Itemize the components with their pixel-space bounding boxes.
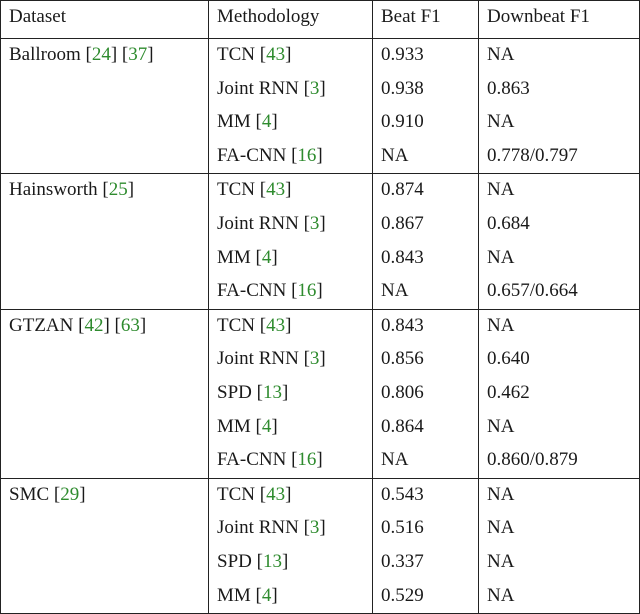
table-row: Joint RNN [3] 0.867 0.684: [1, 207, 640, 242]
downbeat-f1-cell: NA: [478, 410, 640, 445]
methodology-cell: Joint RNN [3]: [208, 343, 373, 377]
downbeat-f1-cell: NA: [478, 579, 640, 614]
table-row: Joint RNN [3] 0.938 0.863: [1, 72, 640, 107]
beat-f1-cell: NA: [372, 139, 479, 175]
beat-f1-cell: 0.910: [372, 106, 479, 140]
table-row: SMC [29] TCN [43] 0.543 NA: [0, 477, 640, 614]
column-header: Methodology: [208, 0, 373, 39]
downbeat-f1-cell: NA: [478, 477, 640, 513]
beat-f1-cell: 0.867: [372, 207, 479, 242]
downbeat-f1-cell: NA: [478, 241, 640, 276]
methodology-cell: SPD [13]: [208, 545, 373, 580]
beat-f1-cell: 0.933: [372, 37, 479, 73]
table-row: SPD [13] 0.337 NA: [1, 545, 640, 580]
dataset-cell: Ballroom [24] [37]: [0, 37, 209, 175]
dataset-cell: SMC [29]: [0, 477, 209, 614]
table-row: FA-CNN [16] NA 0.657/0.664: [1, 275, 640, 310]
table-row: Hainsworth [25] TCN [43] 0.874 NA: [0, 173, 640, 310]
table-body: Ballroom [24] [37] TCN [43] 0.933 NA Joint R…: [0, 37, 640, 614]
methodology-cell: Joint RNN [3]: [208, 512, 373, 546]
downbeat-f1-cell: 0.863: [478, 72, 640, 107]
methodology-cell: TCN [43]: [208, 37, 373, 73]
beat-f1-cell: 0.938: [372, 72, 479, 107]
methodology-cell: Joint RNN [3]: [208, 72, 373, 107]
table-row: FA-CNN [16] NA 0.778/0.797: [1, 139, 640, 175]
beat-f1-cell: 0.843: [372, 308, 479, 344]
downbeat-f1-cell: NA: [478, 106, 640, 140]
beat-f1-cell: NA: [372, 444, 479, 479]
methodology-cell: TCN [43]: [208, 308, 373, 344]
table-row: MM [4] 0.529 NA: [1, 579, 640, 614]
dataset-cell: GTZAN [42] [63]: [0, 308, 209, 479]
column-header: Beat F1: [372, 0, 479, 39]
table-row: MM [4] 0.910 NA: [1, 106, 640, 140]
methodology-cell: MM [4]: [208, 410, 373, 445]
methodology-cell: TCN [43]: [208, 477, 373, 513]
downbeat-f1-cell: NA: [478, 37, 640, 73]
table-row: SPD [13] 0.806 0.462: [1, 376, 640, 411]
downbeat-f1-cell: 0.462: [478, 376, 640, 411]
methodology-cell: SPD [13]: [208, 376, 373, 411]
beat-f1-cell: 0.864: [372, 410, 479, 445]
downbeat-f1-cell: 0.657/0.664: [478, 275, 640, 310]
downbeat-f1-cell: 0.684: [478, 207, 640, 242]
downbeat-f1-cell: NA: [478, 308, 640, 344]
downbeat-f1-cell: NA: [478, 545, 640, 580]
downbeat-f1-cell: NA: [478, 512, 640, 546]
beat-f1-cell: NA: [372, 275, 479, 310]
beat-f1-cell: 0.337: [372, 545, 479, 580]
methodology-cell: MM [4]: [208, 106, 373, 140]
downbeat-f1-cell: 0.640: [478, 343, 640, 377]
beat-f1-cell: 0.516: [372, 512, 479, 546]
table-row: FA-CNN [16] NA 0.860/0.879: [1, 444, 640, 479]
methodology-cell: FA-CNN [16]: [208, 444, 373, 479]
beat-f1-cell: 0.856: [372, 343, 479, 377]
beat-f1-cell: 0.843: [372, 241, 479, 276]
beat-f1-cell: 0.874: [372, 173, 479, 208]
table-row: MM [4] 0.843 NA: [1, 241, 640, 276]
methodology-cell: FA-CNN [16]: [208, 139, 373, 175]
table-row: MM [4] 0.864 NA: [1, 410, 640, 445]
methodology-cell: Joint RNN [3]: [208, 207, 373, 242]
downbeat-f1-cell: NA: [478, 173, 640, 208]
downbeat-f1-cell: 0.860/0.879: [478, 444, 640, 479]
dataset-cell: Hainsworth [25]: [0, 173, 209, 310]
header-row: Dataset Methodology Beat F1 Downbeat F1: [0, 0, 640, 39]
methodology-cell: TCN [43]: [208, 173, 373, 208]
column-header: Dataset: [0, 0, 209, 39]
table-row: Joint RNN [3] 0.516 NA: [1, 512, 640, 546]
table-row: Joint RNN [3] 0.856 0.640: [1, 343, 640, 377]
methodology-cell: MM [4]: [208, 241, 373, 276]
beat-f1-cell: 0.806: [372, 376, 479, 411]
table-row: GTZAN [42] [63] TCN [43] 0.843 NA: [0, 308, 640, 479]
downbeat-f1-cell: 0.778/0.797: [478, 139, 640, 175]
column-header: Downbeat F1: [478, 0, 640, 39]
beat-f1-cell: 0.529: [372, 579, 479, 614]
methodology-cell: FA-CNN [16]: [208, 275, 373, 310]
table-row: Ballroom [24] [37] TCN [43] 0.933 NA: [0, 37, 640, 175]
methodology-cell: MM [4]: [208, 579, 373, 614]
beat-f1-cell: 0.543: [372, 477, 479, 513]
